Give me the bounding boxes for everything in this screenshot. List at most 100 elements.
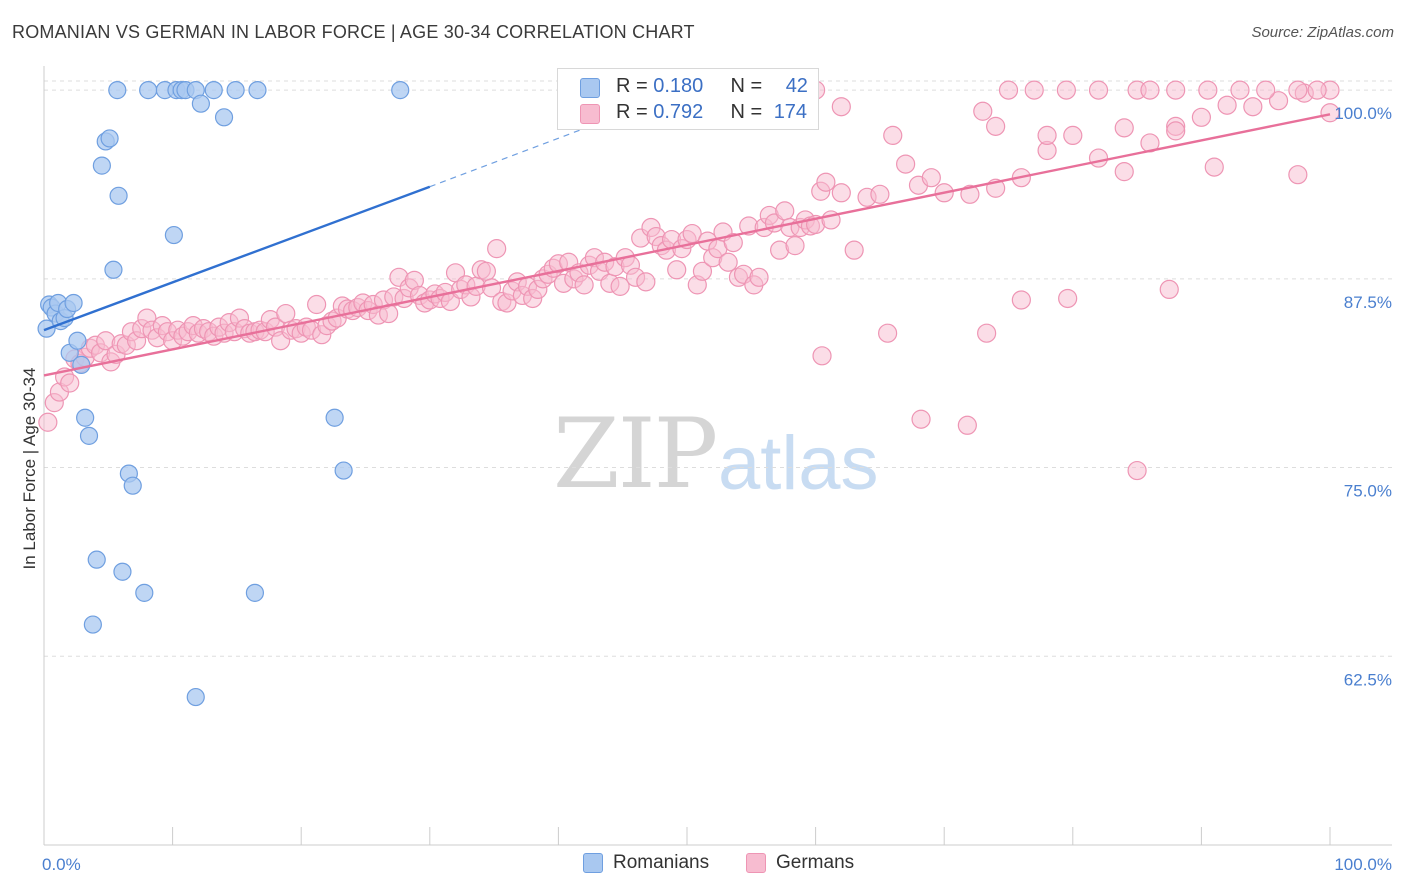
legend-label-germans: Germans [776, 852, 855, 873]
germans-point [960, 184, 980, 204]
germans-point [1011, 290, 1031, 310]
x-tick-label: 0.0% [42, 855, 81, 874]
germans-point [1114, 118, 1134, 138]
romanians-point [248, 81, 267, 100]
romanians-point [76, 408, 95, 427]
germans-point [1320, 103, 1340, 123]
germans-point [476, 261, 496, 281]
germans-point [775, 201, 795, 221]
romanians-point [72, 355, 91, 374]
germans-point [307, 294, 327, 315]
germans-point [870, 184, 890, 204]
germans-point [1191, 107, 1212, 127]
y-tick-label: 62.5% [1344, 670, 1392, 689]
romanians-point [123, 476, 142, 495]
germans-point [911, 409, 931, 429]
germans-point [682, 223, 702, 244]
romanians-point [325, 408, 344, 427]
germans-point [1243, 97, 1263, 117]
germans-point [986, 116, 1006, 136]
germans-point [487, 239, 507, 259]
n-value: 42 [785, 75, 808, 97]
grid-lines [44, 80, 1392, 657]
y-axis-label: In Labor Force | Age 30-34 [20, 368, 39, 570]
trend-lines [43, 113, 1331, 377]
romanians-point [79, 426, 99, 445]
germans-point [957, 415, 977, 435]
germans-point [816, 172, 836, 192]
r-label: R = [616, 75, 654, 97]
germans-point [1217, 95, 1237, 115]
germans-point [1307, 80, 1327, 100]
y-tick-label: 87.5% [1344, 293, 1392, 312]
germans-point [1037, 125, 1057, 146]
germans-point [1127, 460, 1147, 481]
germans-point [977, 323, 997, 343]
legend-label-romanians: Romanians [613, 852, 710, 873]
germans-point [1256, 80, 1276, 100]
germans-point [718, 252, 738, 272]
romanians-point [191, 94, 210, 113]
r-value: 0.180 [653, 75, 704, 97]
romanians-point [108, 81, 127, 100]
germans-point [60, 373, 80, 393]
germans-trend-line [43, 113, 1331, 377]
axes [43, 66, 1392, 846]
germans-point [1114, 162, 1134, 182]
series-legend: Romanians Germans [0, 851, 1406, 877]
germans-point [844, 240, 864, 260]
romanians-point [245, 583, 265, 602]
romanians-trend-line [43, 185, 431, 332]
germans-point [276, 303, 296, 324]
germans-point [1204, 157, 1224, 177]
germans-point [1056, 80, 1076, 100]
romanians-point [104, 260, 123, 279]
germans-point [883, 125, 903, 146]
germans-point [1288, 165, 1308, 185]
germans-point [1268, 91, 1289, 111]
romanians-point [334, 461, 353, 480]
germans-point [610, 276, 630, 296]
germans-point [878, 323, 898, 343]
germans-point [38, 412, 58, 432]
germans-point [1166, 80, 1186, 100]
germans-point [1288, 80, 1308, 100]
chart-title: ROMANIAN VS GERMAN IN LABOR FORCE | AGE … [12, 22, 695, 42]
r-value: 0.792 [653, 101, 704, 123]
r-label: R = [616, 101, 654, 123]
germans-swatch [580, 104, 600, 124]
germans-point [1063, 125, 1083, 146]
romanians-point [135, 583, 154, 602]
romanians-point [87, 550, 106, 569]
romanians-points [37, 81, 410, 707]
germans-point [896, 154, 916, 174]
romanians-point [109, 186, 128, 205]
germans-point [1159, 279, 1179, 300]
romanians-point [92, 156, 111, 175]
watermark-zip: ZIP [553, 398, 718, 510]
germans-point [785, 236, 805, 256]
romanians-point [64, 293, 83, 313]
germans-point [723, 233, 743, 253]
y-tick-label: 75.0% [1344, 482, 1392, 501]
romanians-point [113, 562, 132, 581]
germans-point [636, 272, 656, 292]
germans-point [1088, 148, 1109, 168]
romanians-point [391, 81, 410, 100]
germans-point [1024, 80, 1044, 100]
romanians-point [214, 108, 234, 127]
germans-point [1166, 121, 1186, 141]
germans-point [812, 346, 832, 366]
germans-point [973, 101, 993, 121]
germans-point [667, 260, 687, 280]
germans-point [831, 183, 851, 203]
n-label: N = [730, 75, 768, 97]
romanians-point [186, 687, 205, 707]
romanians-swatch [580, 78, 600, 98]
germans-point [1230, 80, 1250, 100]
germans-point [1058, 288, 1078, 309]
romanians-point [68, 331, 87, 350]
romanians-point [204, 81, 223, 100]
romanians-point [164, 225, 183, 245]
